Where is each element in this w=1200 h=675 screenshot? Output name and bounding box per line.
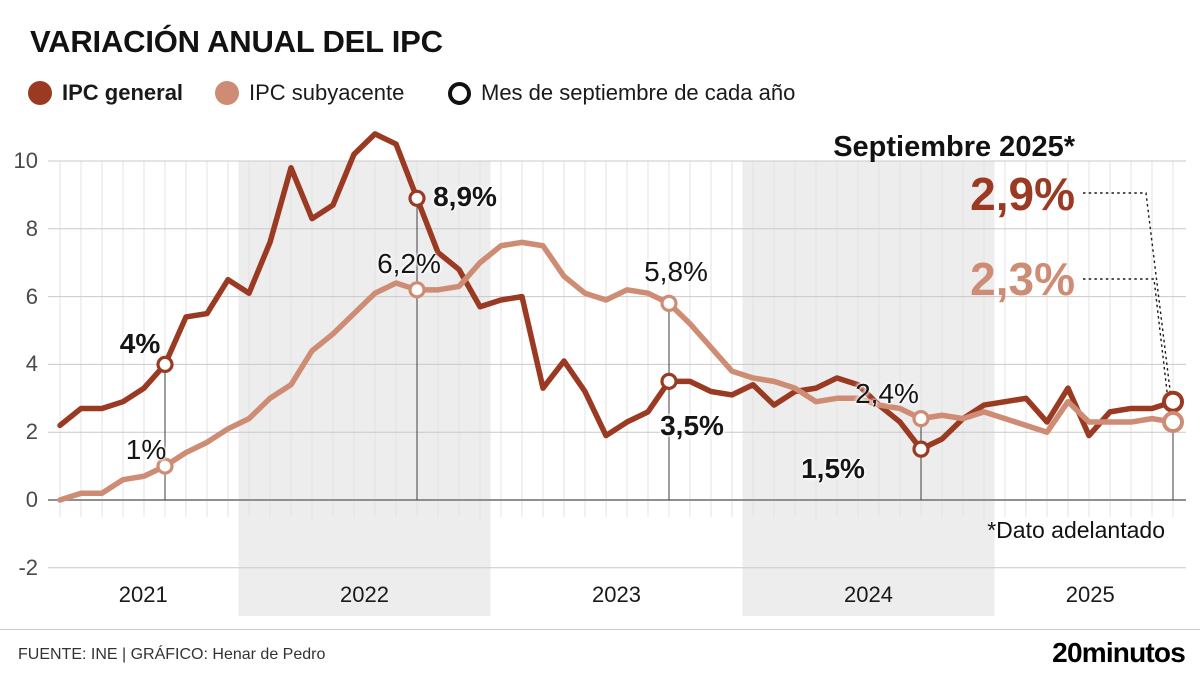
value-annotation: 1% <box>125 434 167 465</box>
september-marker <box>1162 411 1184 434</box>
september-marker <box>912 440 930 458</box>
month-gridlines <box>59 161 1174 517</box>
legend-label: IPC subyacente <box>249 80 405 105</box>
callout-subyacente-value: 2,3% <box>970 253 1075 305</box>
callout-general-value: 2,9% <box>970 168 1075 220</box>
advance-data-footnote: *Dato adelantado <box>987 517 1165 543</box>
september-marker <box>156 457 174 475</box>
x-axis-year-label: 2024 <box>844 582 893 607</box>
y-axis-tick-label: 8 <box>25 215 38 241</box>
chart-title: VARIACIÓN ANUAL DEL IPC <box>30 24 443 59</box>
september-markers <box>156 189 1184 475</box>
legend-item-ipc-general: IPC general <box>28 80 183 106</box>
callout-heading: Septiembre 2025* <box>833 131 1075 163</box>
footer-divider <box>0 629 1200 630</box>
ipc-subyacente-dot-icon <box>215 81 239 105</box>
legend-item-september-marker: Mes de septiembre de cada año <box>448 80 795 106</box>
x-axis-year-label: 2022 <box>340 582 389 607</box>
september-marker <box>660 372 678 390</box>
september-marker <box>156 355 174 373</box>
y-axis-tick-label: 0 <box>25 487 38 512</box>
connector-subyacente-dotted-line <box>1083 278 1171 414</box>
legend-item-ipc-subyacente: IPC subyacente <box>215 80 404 106</box>
y-gridlines <box>48 160 1186 569</box>
value-annotation: 4% <box>119 328 161 359</box>
ipc-general-dot-icon <box>28 81 52 105</box>
year-band <box>742 161 995 616</box>
y-axis-tick-label: 2 <box>25 419 38 445</box>
september-marker <box>1162 390 1184 413</box>
value-annotation: 6,2% <box>377 248 441 279</box>
september-marker <box>912 410 930 428</box>
value-annotation: 8,9% <box>433 181 497 212</box>
connector-general-dotted-line <box>1083 192 1172 395</box>
value-annotation: 3,5% <box>660 410 724 441</box>
september-marker <box>408 281 426 299</box>
series-line <box>57 131 1176 452</box>
y-axis-tick-label: 6 <box>25 283 38 309</box>
value-annotation: 5,8% <box>644 256 708 287</box>
y-axis-tick-label: 10 <box>13 148 38 173</box>
x-axis-year-label: 2021 <box>118 582 168 607</box>
callout-connectors <box>1083 192 1172 414</box>
y-axis-tick-label: -2 <box>18 554 38 580</box>
year-bands <box>238 161 995 616</box>
y-axis-tick-label: 4 <box>25 351 38 377</box>
data-lines <box>57 131 1176 503</box>
series-line <box>57 239 1176 503</box>
x-axis-year-label: 2023 <box>592 582 641 607</box>
legend-label: IPC general <box>62 80 184 105</box>
september-marker <box>660 294 678 312</box>
source-credit: FUENTE: INE | GRÁFICO: Henar de Pedro <box>18 646 326 663</box>
september-marker <box>408 189 426 207</box>
x-axis-year-label: 2025 <box>1065 582 1115 607</box>
legend-label: Mes de septiembre de cada año <box>481 80 796 105</box>
value-annotation: 1,5% <box>801 453 865 484</box>
september-ring-icon <box>448 81 471 105</box>
value-annotation: 2,4% <box>855 378 919 409</box>
publisher-logo: 20minutos <box>1052 637 1186 668</box>
